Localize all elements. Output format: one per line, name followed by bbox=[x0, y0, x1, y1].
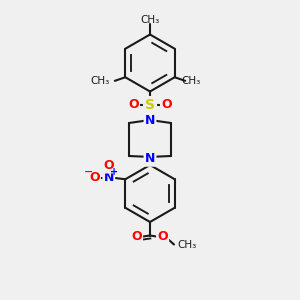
Text: +: + bbox=[110, 167, 118, 177]
Text: O: O bbox=[128, 98, 139, 112]
Text: CH₃: CH₃ bbox=[140, 15, 160, 26]
Text: CH₃: CH₃ bbox=[181, 76, 200, 86]
Text: N: N bbox=[145, 113, 155, 127]
Text: O: O bbox=[131, 230, 142, 244]
Text: O: O bbox=[103, 159, 114, 172]
Text: −: − bbox=[84, 167, 94, 177]
Text: N: N bbox=[145, 152, 155, 166]
Text: O: O bbox=[161, 98, 172, 112]
Text: S: S bbox=[145, 98, 155, 112]
Text: CH₃: CH₃ bbox=[177, 239, 196, 250]
Text: O: O bbox=[157, 230, 168, 244]
Text: N: N bbox=[103, 171, 114, 184]
Text: CH₃: CH₃ bbox=[90, 76, 110, 86]
Text: O: O bbox=[89, 171, 100, 184]
